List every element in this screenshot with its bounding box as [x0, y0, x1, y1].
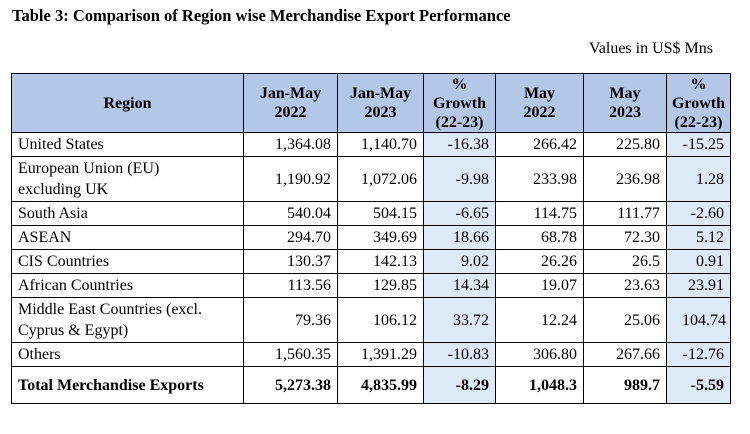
- value-cell: 79.36: [243, 297, 338, 343]
- value-cell: 26.26: [495, 249, 584, 274]
- total-value: 989.7: [583, 366, 667, 404]
- value-cell: 540.04: [243, 201, 338, 226]
- total-value: 4,835.99: [337, 366, 424, 404]
- header-jan-may-2023: Jan-May 2023: [337, 73, 424, 133]
- total-growth: -8.29: [423, 366, 496, 404]
- value-cell: 111.77: [583, 201, 667, 226]
- value-cell: 1,364.08: [243, 132, 338, 157]
- value-cell: 19.07: [495, 273, 584, 298]
- value-cell: 23.63: [583, 273, 667, 298]
- total-label: Total Merchandise Exports: [11, 366, 244, 404]
- growth-cell: 5.12: [666, 225, 731, 250]
- growth-cell: 33.72: [423, 297, 496, 343]
- header-jan-may-2022: Jan-May 2022: [243, 73, 338, 133]
- value-cell: 68.78: [495, 225, 584, 250]
- value-cell: 306.80: [495, 342, 584, 367]
- region-cell: European Union (EU) excluding UK: [11, 156, 244, 202]
- value-cell: 266.42: [495, 132, 584, 157]
- header-row: Region Jan-May 2022 Jan-May 2023 % Growt…: [11, 73, 731, 133]
- value-cell: 1,560.35: [243, 342, 338, 367]
- units-note: Values in US$ Mns: [588, 40, 713, 57]
- total-row: Total Merchandise Exports 5,273.38 4,835…: [11, 366, 731, 404]
- total-growth: -5.59: [666, 366, 731, 404]
- value-cell: 12.24: [495, 297, 584, 343]
- value-cell: 114.75: [495, 201, 584, 226]
- value-cell: 1,140.70: [337, 132, 424, 157]
- value-cell: 25.06: [583, 297, 667, 343]
- region-cell: United States: [11, 132, 244, 157]
- value-cell: 294.70: [243, 225, 338, 250]
- header-region: Region: [11, 73, 244, 133]
- value-cell: 349.69: [337, 225, 424, 250]
- value-cell: 72.30: [583, 225, 667, 250]
- table-row: South Asia 540.04 504.15 -6.65 114.75 11…: [11, 201, 731, 226]
- region-cell: African Countries: [11, 273, 244, 298]
- table-row: ASEAN 294.70 349.69 18.66 68.78 72.30 5.…: [11, 225, 731, 250]
- region-cell: CIS Countries: [11, 249, 244, 274]
- growth-cell: -2.60: [666, 201, 731, 226]
- header-may-2023: May 2023: [583, 73, 667, 133]
- value-cell: 233.98: [495, 156, 584, 202]
- value-cell: 225.80: [583, 132, 667, 157]
- value-cell: 113.56: [243, 273, 338, 298]
- growth-cell: 1.28: [666, 156, 731, 202]
- region-cell: South Asia: [11, 201, 244, 226]
- growth-cell: -16.38: [423, 132, 496, 157]
- table-row: African Countries 113.56 129.85 14.34 19…: [11, 273, 731, 298]
- growth-cell: 0.91: [666, 249, 731, 274]
- value-cell: 1,391.29: [337, 342, 424, 367]
- value-cell: 267.66: [583, 342, 667, 367]
- total-value: 5,273.38: [243, 366, 338, 404]
- header-growth-jan-may: % Growth (22-23): [423, 73, 496, 133]
- table-title: Table 3: Comparison of Region wise Merch…: [12, 6, 511, 25]
- value-cell: 129.85: [337, 273, 424, 298]
- value-cell: 236.98: [583, 156, 667, 202]
- table-row: European Union (EU) excluding UK 1,190.9…: [11, 156, 731, 202]
- header-may-2022: May 2022: [495, 73, 584, 133]
- growth-cell: -15.25: [666, 132, 731, 157]
- value-cell: 142.13: [337, 249, 424, 274]
- growth-cell: -9.98: [423, 156, 496, 202]
- table-row: Middle East Countries (excl. Cyprus & Eg…: [11, 297, 731, 343]
- growth-cell: -12.76: [666, 342, 731, 367]
- value-cell: 1,072.06: [337, 156, 424, 202]
- value-cell: 504.15: [337, 201, 424, 226]
- growth-cell: 14.34: [423, 273, 496, 298]
- region-cell: Middle East Countries (excl. Cyprus & Eg…: [11, 297, 244, 343]
- value-cell: 130.37: [243, 249, 338, 274]
- value-cell: 1,190.92: [243, 156, 338, 202]
- region-cell: ASEAN: [11, 225, 244, 250]
- value-cell: 26.5: [583, 249, 667, 274]
- table-row: CIS Countries 130.37 142.13 9.02 26.26 2…: [11, 249, 731, 274]
- growth-cell: -6.65: [423, 201, 496, 226]
- growth-cell: 18.66: [423, 225, 496, 250]
- growth-cell: 104.74: [666, 297, 731, 343]
- header-growth-may: % Growth (22-23): [666, 73, 731, 133]
- growth-cell: 9.02: [423, 249, 496, 274]
- total-value: 1,048.3: [495, 366, 584, 404]
- region-cell: Others: [11, 342, 244, 367]
- region-export-table: Region Jan-May 2022 Jan-May 2023 % Growt…: [11, 73, 731, 404]
- growth-cell: 23.91: [666, 273, 731, 298]
- growth-cell: -10.83: [423, 342, 496, 367]
- table-row: United States 1,364.08 1,140.70 -16.38 2…: [11, 132, 731, 157]
- value-cell: 106.12: [337, 297, 424, 343]
- table-row: Others 1,560.35 1,391.29 -10.83 306.80 2…: [11, 342, 731, 367]
